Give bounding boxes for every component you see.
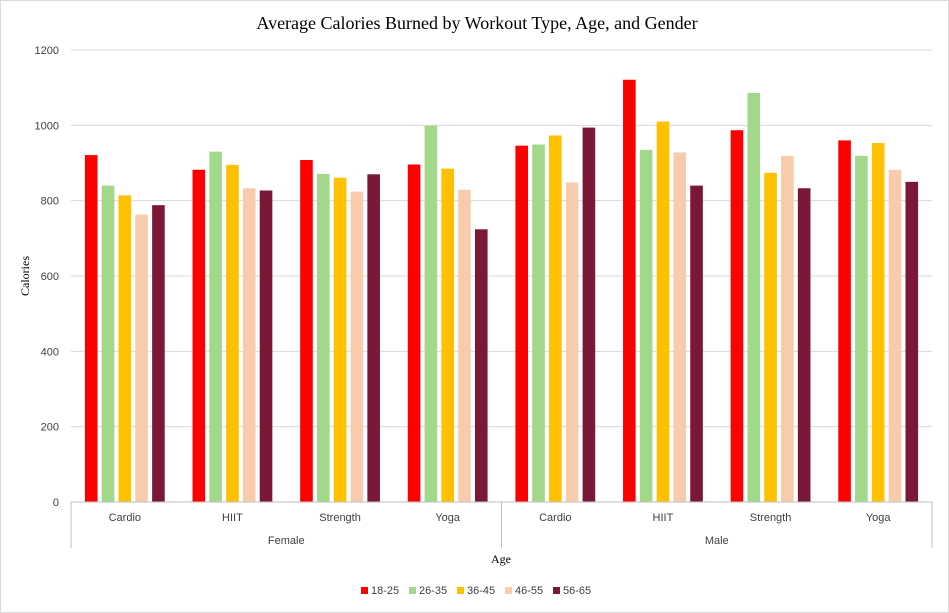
- x-tick-label: Yoga: [435, 512, 461, 524]
- bar-56-65-male-yoga: [905, 181, 919, 503]
- bar-46-55-female-cardio: [135, 214, 148, 502]
- bar-46-55-female-yoga: [458, 189, 471, 502]
- bar-18-25-male-yoga: [838, 140, 851, 502]
- bar-26-35-female-hiit: [209, 151, 222, 502]
- bar-36-45-female-yoga: [441, 168, 454, 502]
- bar-18-25-male-hiit: [623, 79, 636, 503]
- bar-18-25-female-yoga: [407, 164, 421, 503]
- bar-18-25-female-cardio: [84, 155, 98, 502]
- y-tick-label: 1000: [35, 120, 59, 132]
- y-tick-label: 200: [41, 422, 59, 434]
- bar-36-45-male-yoga: [871, 143, 885, 502]
- y-axis-title: Calories: [18, 256, 32, 296]
- x-tick-label: HIIT: [222, 512, 243, 524]
- bar-36-45-male-cardio: [549, 135, 562, 502]
- bar-26-35-female-strength: [316, 173, 330, 502]
- bar-18-25-female-hiit: [192, 169, 206, 502]
- bar-46-55-male-hiit: [673, 152, 687, 502]
- bar-26-35-male-yoga: [855, 155, 868, 503]
- bar-36-45-female-hiit: [226, 164, 239, 502]
- legend-swatch: [505, 587, 512, 594]
- x-tick-label: Yoga: [866, 512, 892, 524]
- x-tick-label: Cardio: [539, 512, 571, 524]
- bar-36-45-female-strength: [333, 177, 347, 502]
- x-tick-label: Cardio: [109, 512, 141, 524]
- bar-18-25-female-strength: [300, 159, 313, 502]
- legend-swatch: [457, 587, 464, 594]
- bars: [84, 79, 919, 503]
- bar-56-65-female-cardio: [152, 205, 165, 503]
- bar-26-35-male-cardio: [532, 144, 545, 502]
- bar-46-55-female-hiit: [242, 188, 256, 502]
- bar-56-65-female-yoga: [474, 229, 488, 502]
- y-tick-label: 600: [41, 271, 59, 283]
- bar-56-65-female-strength: [367, 174, 380, 503]
- legend-label: 18-25: [371, 585, 399, 597]
- bar-56-65-female-hiit: [259, 190, 273, 502]
- legend-label: 56-65: [563, 585, 591, 597]
- bar-46-55-male-yoga: [888, 169, 902, 502]
- bar-36-45-male-strength: [764, 172, 777, 502]
- bar-26-35-female-yoga: [424, 125, 438, 503]
- bar-56-65-male-strength: [797, 188, 811, 502]
- legend: 18-25 26-35 36-45 46-55 56-65: [361, 585, 591, 597]
- legend-label: 36-45: [467, 585, 495, 597]
- value-axis: 0 200 400 600 800 1000 1200: [35, 45, 59, 509]
- x-tick-label: Strength: [750, 512, 792, 524]
- chart-title: Average Calories Burned by Workout Type,…: [256, 13, 697, 33]
- bar-26-35-male-hiit: [639, 149, 653, 503]
- bar-46-55-male-strength: [781, 155, 794, 503]
- y-tick-label: 400: [41, 346, 59, 358]
- y-tick-label: 800: [41, 196, 59, 208]
- x-tick-label: Strength: [319, 512, 361, 524]
- bar-46-55-female-strength: [350, 191, 364, 503]
- bar-56-65-male-cardio: [582, 127, 596, 503]
- x-axis-title: Age: [491, 552, 511, 566]
- bar-36-45-male-hiit: [656, 121, 670, 503]
- bar-18-25-male-cardio: [515, 145, 529, 502]
- group-label: Male: [705, 535, 729, 547]
- category-axis: Cardio HIIT Strength Yoga Cardio HIIT Strength…: [70, 501, 933, 548]
- legend-swatch: [553, 587, 560, 594]
- legend-swatch: [361, 587, 368, 594]
- bar-36-45-female-cardio: [118, 195, 132, 503]
- legend-swatch: [409, 587, 416, 594]
- y-tick-label: 1200: [35, 45, 59, 57]
- bar-26-35-female-cardio: [101, 185, 115, 502]
- x-tick-label: HIIT: [653, 512, 674, 524]
- y-tick-label: 0: [53, 497, 59, 509]
- bar-46-55-male-cardio: [565, 182, 579, 502]
- bar-18-25-male-strength: [730, 130, 744, 503]
- bar-26-35-male-strength: [747, 92, 761, 502]
- legend-label: 46-55: [515, 585, 543, 597]
- bar-56-65-male-hiit: [690, 185, 703, 502]
- group-label: Female: [268, 535, 305, 547]
- legend-label: 26-35: [419, 585, 447, 597]
